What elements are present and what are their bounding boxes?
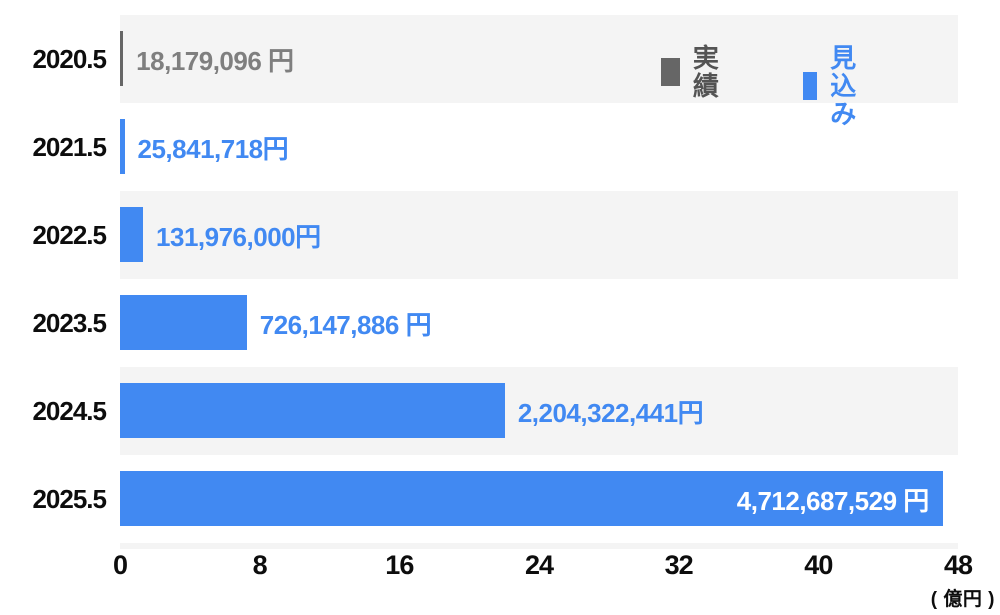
x-tick-label-8: 8 (252, 550, 268, 580)
legend-item-actual: 実績 (661, 44, 728, 100)
bar-2023.5 (120, 295, 247, 350)
category-label-2021.5: 2021.5 (32, 131, 107, 162)
category-label-2024.5: 2024.5 (32, 395, 107, 426)
legend-swatch-actual-icon (661, 58, 680, 86)
bar-value-label: 2,204,322,441円 (517, 397, 704, 428)
bar-2020.5 (120, 31, 124, 86)
x-tick-label-0: 0 (112, 550, 128, 580)
x-tick-label-24: 24 (524, 550, 554, 580)
x-axis: 0 8 16 24 32 40 48 (113, 550, 973, 580)
plot-area: 18,179,096 円 25,841,718円 131,976,000円 726,1… (120, 15, 958, 549)
category-label-2020.5: 2020.5 (32, 43, 107, 74)
x-tick-label-40: 40 (804, 550, 833, 580)
legend-label-actual: 実績 (692, 43, 719, 101)
row-stripe: 18,179,096 円 (120, 15, 958, 103)
legend-swatch-forecast-icon (803, 72, 818, 100)
row-stripe: 131,976,000円 (120, 191, 958, 279)
category-label-2023.5: 2023.5 (32, 307, 107, 338)
category-label-2022.5: 2022.5 (32, 219, 107, 250)
bar-value-label: 18,179,096 円 (136, 45, 294, 76)
legend-item-forecast: 見込み (803, 44, 870, 128)
row-stripe-partial (120, 543, 958, 549)
row-stripe: 2,204,322,441円 (120, 367, 958, 455)
category-label-2025.5: 2025.5 (32, 483, 107, 514)
bar-2022.5 (120, 207, 143, 262)
category-axis: 2020.5 2021.5 2022.5 2023.5 2024.5 2025.5 (0, 15, 107, 543)
x-tick-label-16: 16 (385, 550, 414, 580)
bar-value-label: 4,712,687,529 円 (736, 485, 930, 516)
axis-unit-label: ( 億円 ) (930, 589, 995, 610)
x-tick-label-32: 32 (664, 550, 694, 580)
bar-2021.5 (120, 119, 125, 174)
bar-value-label: 131,976,000円 (156, 221, 321, 252)
x-tick-label-48: 48 (943, 550, 973, 580)
bar-value-label: 25,841,718円 (137, 133, 289, 164)
bar-value-label: 726,147,886 円 (259, 309, 432, 340)
legend-label-forecast: 見込み (830, 43, 857, 129)
bar-2024.5 (120, 383, 505, 438)
row-stripe: 726,147,886 円 (120, 279, 958, 367)
bar-2025.5 (120, 471, 943, 526)
row-stripe: 4,712,687,529 円 (120, 455, 958, 543)
row-stripe: 25,841,718円 (120, 103, 958, 191)
